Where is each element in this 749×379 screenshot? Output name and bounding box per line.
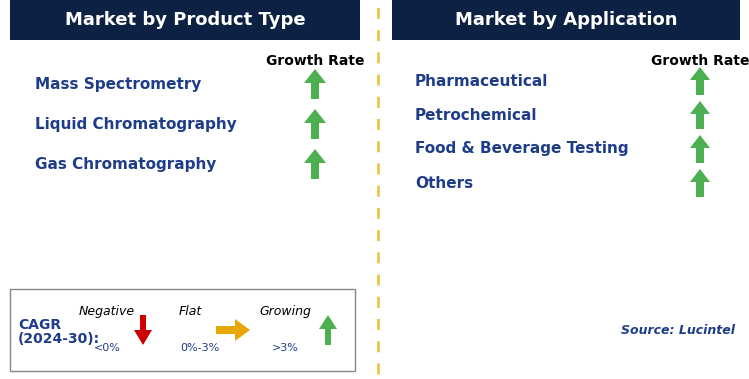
Text: Market by Application: Market by Application xyxy=(455,11,677,29)
Text: Market by Product Type: Market by Product Type xyxy=(64,11,306,29)
Polygon shape xyxy=(690,101,710,129)
Text: Petrochemical: Petrochemical xyxy=(415,108,538,122)
Text: Negative: Negative xyxy=(79,305,135,318)
FancyBboxPatch shape xyxy=(10,0,360,40)
Text: Growing: Growing xyxy=(259,305,311,318)
Text: Others: Others xyxy=(415,175,473,191)
FancyBboxPatch shape xyxy=(10,289,355,371)
Polygon shape xyxy=(134,315,152,345)
Text: Gas Chromatography: Gas Chromatography xyxy=(35,157,216,172)
Polygon shape xyxy=(304,109,326,139)
Text: <0%: <0% xyxy=(94,343,121,353)
Polygon shape xyxy=(690,169,710,197)
FancyBboxPatch shape xyxy=(392,0,740,40)
Text: Growth Rate: Growth Rate xyxy=(651,54,749,68)
Text: Food & Beverage Testing: Food & Beverage Testing xyxy=(415,141,628,157)
Text: Flat: Flat xyxy=(178,305,201,318)
Text: 0%-3%: 0%-3% xyxy=(181,343,219,353)
Text: Mass Spectrometry: Mass Spectrometry xyxy=(35,77,201,91)
Text: Liquid Chromatography: Liquid Chromatography xyxy=(35,116,237,132)
Polygon shape xyxy=(216,319,250,341)
Polygon shape xyxy=(319,315,337,345)
Polygon shape xyxy=(690,135,710,163)
Polygon shape xyxy=(304,69,326,99)
Polygon shape xyxy=(304,149,326,179)
Text: Pharmaceutical: Pharmaceutical xyxy=(415,74,548,89)
Text: Source: Lucintel: Source: Lucintel xyxy=(621,324,735,337)
Text: >3%: >3% xyxy=(272,343,298,353)
Polygon shape xyxy=(690,67,710,95)
Text: Growth Rate: Growth Rate xyxy=(266,54,364,68)
Text: CAGR: CAGR xyxy=(18,318,61,332)
Text: (2024-30):: (2024-30): xyxy=(18,332,100,346)
